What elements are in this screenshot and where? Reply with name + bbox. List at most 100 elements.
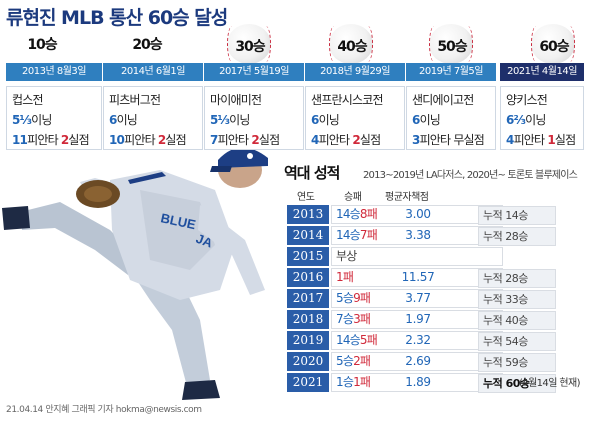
cumulative-cell: 누적 54승 xyxy=(478,332,556,351)
runs-unit: 실점 xyxy=(359,133,381,147)
runs-value: 2 xyxy=(352,133,360,147)
year-cell: 2021 xyxy=(287,373,329,392)
milestone-date: 2018년 9월29일 xyxy=(305,63,405,81)
header-era: 평균자책점 xyxy=(385,192,429,203)
wins-cell: 14승 xyxy=(336,333,361,347)
hits-unit: 피안타 xyxy=(513,133,548,147)
runs-value: 1 xyxy=(547,133,555,147)
wins-cell: 1승 xyxy=(336,375,354,389)
cumulative-cell: 누적 28승 xyxy=(478,227,556,246)
game-card: 마이애미전 5⅓이닝 7피안타 2실점 xyxy=(204,86,304,150)
cumulative-cell: 누적 33승 xyxy=(478,290,556,309)
cumulative-cell: 누적 60승 xyxy=(478,374,556,393)
wins-label: 50승 xyxy=(437,39,467,55)
runs-unit: 실점 xyxy=(554,133,576,147)
year-cell: 2018 xyxy=(287,310,329,329)
wins-cell: 5승 xyxy=(336,291,354,305)
milestone-10-wins: 10승 xyxy=(16,24,68,64)
hits-value: 3 xyxy=(412,133,420,147)
wins-label: 30승 xyxy=(235,39,265,55)
svg-text:BLUE: BLUE xyxy=(159,210,197,232)
milestone-60-wins: 60승 xyxy=(528,24,580,64)
hits-unit: 피안타 xyxy=(318,133,353,147)
hits-unit: 피안타 xyxy=(124,133,158,147)
wins-label: 10승 xyxy=(27,37,57,53)
cumulative-cell: 누적 40승 xyxy=(478,311,556,330)
year-cell: 2014 xyxy=(287,226,329,245)
game-card: 양키스전 6⅔이닝 4피안타 1실점 xyxy=(500,86,584,150)
game-card: 샌프란시스코전 6이닝 4피안타 2실점 xyxy=(305,86,405,150)
table-row: 2020 5승2패 2.69 누적 59승 xyxy=(287,352,556,373)
header-year: 연도 xyxy=(297,192,315,203)
losses-cell: 5패 xyxy=(359,333,378,347)
injury-cell: 부상 xyxy=(336,249,357,263)
milestone-40-wins: 40승 xyxy=(326,24,378,64)
record-subtitle: 2013~2019년 LA다저스, 2020년~ 토론토 블루제이스 xyxy=(363,170,578,181)
as-of-note: (4월14일 현재) xyxy=(519,378,580,389)
header-win-loss: 승패 xyxy=(344,192,362,203)
hits-value: 4 xyxy=(506,133,514,147)
opponent: 마이애미전 xyxy=(210,93,262,107)
wins-label: 60승 xyxy=(539,39,569,55)
milestone-20-wins: 20승 xyxy=(121,24,173,64)
era-cell: 11.57 xyxy=(401,270,435,284)
innings-value: 6⅔ xyxy=(506,113,526,127)
page-title: 류현진 MLB 통산 60승 달성 xyxy=(6,7,228,29)
losses-cell: 8패 xyxy=(359,207,378,221)
runs-unit: 무실점 xyxy=(453,133,485,147)
milestone-date-latest: 2021년 4월14일 xyxy=(500,63,584,81)
table-row: 2015 부상 xyxy=(287,247,517,268)
runs-unit: 실점 xyxy=(165,133,186,147)
milestone-30-wins: 30승 xyxy=(224,24,276,64)
table-row: 2021 1승1패 1.89 누적 60승 xyxy=(287,373,556,394)
cumulative-cell: 누적 28승 xyxy=(478,269,556,288)
wins-label: 20승 xyxy=(132,37,162,53)
innings-value: 6 xyxy=(109,113,117,127)
era-cell: 3.77 xyxy=(405,291,431,305)
date-bar: 2013년 8월3일 2014년 6월1일 2017년 5월19일 2018년 … xyxy=(6,63,586,81)
losses-cell: 9패 xyxy=(353,291,371,305)
milestone-date: 2017년 5월19일 xyxy=(204,63,304,81)
losses-cell: 3패 xyxy=(353,312,371,326)
cumulative-cell: 누적 59승 xyxy=(478,353,556,372)
table-row: 2018 7승3패 1.97 누적 40승 xyxy=(287,310,556,331)
innings-unit: 이닝 xyxy=(31,113,52,127)
losses-cell: 1패 xyxy=(336,270,354,284)
wins-cell: 14승 xyxy=(336,228,361,242)
innings-value: 5⅓ xyxy=(210,113,230,127)
milestone-date: 2014년 6월1일 xyxy=(103,63,203,81)
losses-cell: 7패 xyxy=(359,228,378,242)
record-title: 역대 성적 xyxy=(284,164,340,182)
opponent: 컵스전 xyxy=(12,93,44,107)
runs-value: 2 xyxy=(60,133,69,147)
year-cell: 2019 xyxy=(287,331,329,350)
era-cell: 1.97 xyxy=(405,312,431,326)
era-cell: 2.32 xyxy=(405,333,431,347)
year-cell: 2016 xyxy=(287,268,329,287)
era-cell: 1.89 xyxy=(405,375,431,389)
hits-unit: 피안타 xyxy=(419,133,454,147)
milestone-50-wins: 50승 xyxy=(426,24,478,64)
opponent: 샌디에이고전 xyxy=(412,93,474,107)
table-row: 2014 14승7패 3.38 누적 28승 xyxy=(287,226,556,247)
opponent: 양키스전 xyxy=(506,93,548,107)
innings-unit: 이닝 xyxy=(525,113,546,127)
year-cell: 2015 xyxy=(287,247,329,266)
wins-cell: 7승 xyxy=(336,312,354,326)
hits-value: 10 xyxy=(109,133,125,147)
year-cell: 2020 xyxy=(287,352,329,371)
game-card: 컵스전 5⅓이닝 11피안타 2실점 xyxy=(6,86,102,150)
runs-value: 2 xyxy=(157,133,166,147)
game-card: 피츠버그전 6이닝 10피안타 2실점 xyxy=(103,86,203,150)
table-row: 2019 14승5패 2.32 누적 54승 xyxy=(287,331,556,352)
credit-line: 21.04.14 안지혜 그래픽 기자 hokma@newsis.com xyxy=(6,405,202,415)
wins-cell: 5승 xyxy=(336,354,354,368)
table-row: 2017 5승9패 3.77 누적 33승 xyxy=(287,289,556,310)
innings-unit: 이닝 xyxy=(116,113,138,127)
game-card: 샌디에이고전 6이닝 3피안타 무실점 xyxy=(406,86,496,150)
innings-unit: 이닝 xyxy=(318,113,340,127)
runs-unit: 실점 xyxy=(258,133,280,147)
losses-cell: 2패 xyxy=(353,354,371,368)
losses-cell: 1패 xyxy=(353,375,371,389)
innings-value: 5⅓ xyxy=(12,113,32,127)
